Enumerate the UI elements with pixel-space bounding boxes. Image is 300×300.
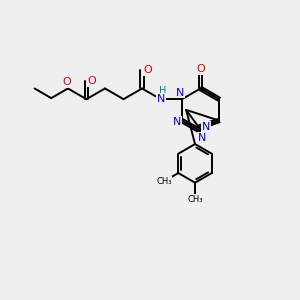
Text: O: O: [196, 64, 205, 74]
Text: N: N: [156, 94, 165, 104]
Text: N: N: [172, 117, 181, 127]
Text: O: O: [143, 65, 152, 75]
Text: N: N: [176, 88, 185, 98]
Text: CH₃: CH₃: [187, 194, 203, 203]
Text: CH₃: CH₃: [156, 177, 172, 186]
Text: O: O: [62, 77, 71, 87]
Text: O: O: [87, 76, 96, 86]
Text: N: N: [202, 122, 210, 132]
Text: N: N: [198, 133, 206, 143]
Text: H: H: [159, 86, 167, 96]
